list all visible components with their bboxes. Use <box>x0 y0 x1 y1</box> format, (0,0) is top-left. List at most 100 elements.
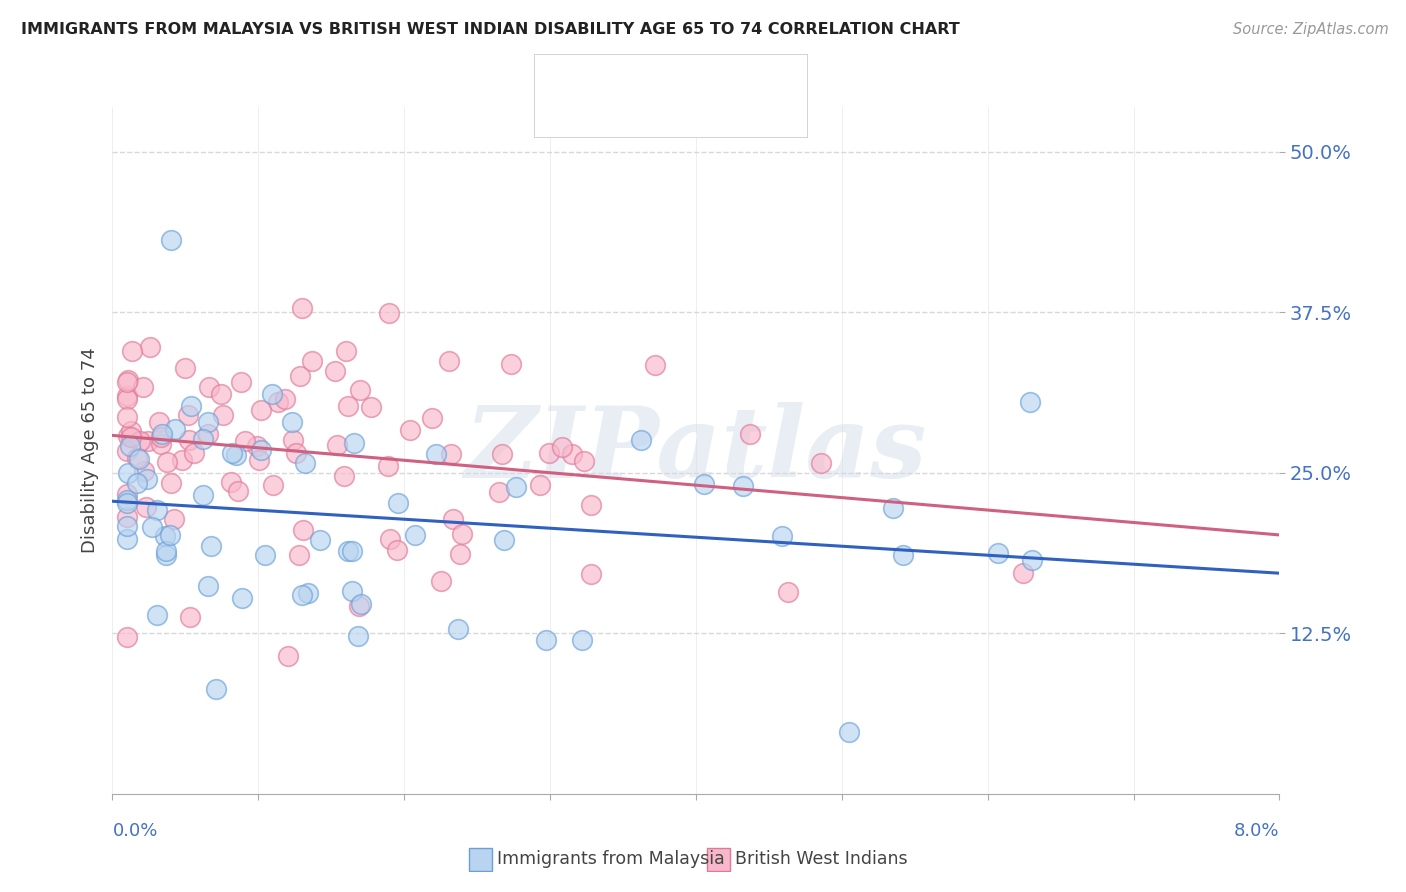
Point <box>274 392 297 406</box>
Point <box>581 498 603 512</box>
Point <box>120 424 142 438</box>
Point <box>430 574 453 589</box>
Point <box>385 543 408 558</box>
Point <box>148 415 170 429</box>
Point <box>115 532 138 546</box>
Point <box>449 547 471 561</box>
Point <box>197 579 219 593</box>
Point <box>183 446 205 460</box>
Point <box>149 430 172 444</box>
Point <box>738 426 761 441</box>
Bar <box>470 848 492 871</box>
Y-axis label: Disability Age 65 to 74: Disability Age 65 to 74 <box>80 348 98 553</box>
Point <box>172 453 194 467</box>
Point <box>551 441 574 455</box>
Point <box>174 360 197 375</box>
Point <box>115 496 138 510</box>
Point <box>125 476 148 491</box>
Point <box>420 411 443 425</box>
Point <box>115 487 138 501</box>
Text: 61: 61 <box>731 65 752 83</box>
Point <box>505 480 527 494</box>
Point <box>579 566 602 581</box>
Point <box>115 492 138 507</box>
Point <box>117 466 139 480</box>
Text: Immigrants from Malaysia: Immigrants from Malaysia <box>496 850 724 868</box>
Point <box>325 438 347 452</box>
Point <box>776 584 799 599</box>
Point <box>117 429 139 443</box>
Text: -0.110: -0.110 <box>613 105 666 123</box>
Text: Source: ZipAtlas.com: Source: ZipAtlas.com <box>1233 22 1389 37</box>
Point <box>494 533 516 547</box>
Text: 0.0%: 0.0% <box>112 822 157 840</box>
Point <box>225 448 247 462</box>
Point <box>180 399 202 413</box>
Text: British West Indians: British West Indians <box>735 850 907 868</box>
Point <box>488 484 510 499</box>
Point <box>197 415 219 429</box>
Point <box>450 526 472 541</box>
Point <box>731 479 754 493</box>
Point <box>387 495 409 509</box>
Point <box>115 392 138 406</box>
Point <box>630 433 652 447</box>
Point <box>1021 553 1043 567</box>
Text: IMMIGRANTS FROM MALAYSIA VS BRITISH WEST INDIAN DISABILITY AGE 65 TO 74 CORRELAT: IMMIGRANTS FROM MALAYSIA VS BRITISH WEST… <box>21 22 960 37</box>
Point <box>447 622 470 636</box>
Point <box>141 520 163 534</box>
Text: R =: R = <box>581 105 617 123</box>
Point <box>197 427 219 442</box>
Point <box>560 447 582 461</box>
Point <box>281 434 304 448</box>
Point <box>253 548 276 562</box>
Point <box>165 422 187 436</box>
Point <box>160 475 183 490</box>
Point <box>294 456 316 470</box>
Point <box>378 305 401 319</box>
Point <box>125 451 148 466</box>
Point <box>129 434 152 449</box>
Point <box>115 509 138 524</box>
Point <box>441 511 464 525</box>
Text: N =: N = <box>679 105 727 123</box>
Point <box>440 447 463 461</box>
Point <box>891 548 914 562</box>
Point <box>132 465 155 479</box>
Point <box>770 529 793 543</box>
Point <box>986 546 1008 560</box>
Point <box>146 502 169 516</box>
Point <box>267 394 290 409</box>
Point <box>332 469 354 483</box>
Point <box>399 423 422 437</box>
Point <box>262 387 284 401</box>
Bar <box>546 58 569 90</box>
Point <box>153 528 176 542</box>
Point <box>350 598 373 612</box>
Point <box>115 389 138 403</box>
Point <box>179 609 201 624</box>
Point <box>377 458 399 473</box>
Point <box>233 434 256 449</box>
Point <box>155 544 177 558</box>
Point <box>337 399 360 413</box>
Point <box>177 433 200 447</box>
Point <box>536 632 558 647</box>
Point <box>139 340 162 354</box>
Point <box>347 599 370 614</box>
Point <box>120 430 142 444</box>
Point <box>437 353 460 368</box>
Point <box>155 548 177 562</box>
Point <box>277 649 299 664</box>
Point <box>150 426 173 441</box>
Point <box>337 544 360 558</box>
Bar <box>707 848 730 871</box>
Point <box>121 343 143 358</box>
Point <box>198 379 221 393</box>
Point <box>231 591 253 606</box>
Point <box>288 548 311 562</box>
Point <box>146 608 169 623</box>
Point <box>1011 566 1033 581</box>
Point <box>135 472 157 486</box>
Point <box>191 488 214 502</box>
